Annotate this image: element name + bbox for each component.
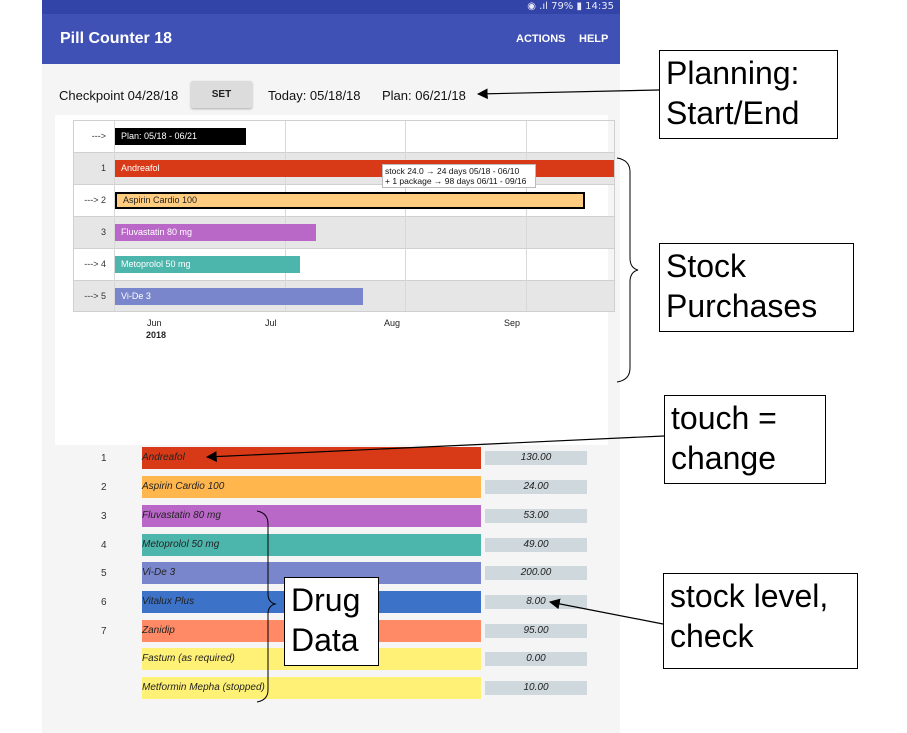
- annotation-line: touch =: [671, 400, 777, 436]
- drug-index: 1: [101, 453, 107, 464]
- stock-level-field[interactable]: 130.00: [485, 451, 587, 465]
- arrow-stock-level: [548, 598, 664, 625]
- annotation-drug-data: Drug Data: [284, 577, 379, 666]
- stock-bar-aspirin-cardio[interactable]: Aspirin Cardio 100: [115, 192, 585, 209]
- annotation-line: stock level,: [670, 578, 829, 614]
- annotation-touch-change: touch = change: [664, 395, 826, 484]
- month-label: Jul: [265, 318, 277, 328]
- month-label: Aug: [384, 318, 401, 328]
- drug-index: 6: [101, 597, 107, 608]
- actions-menu-button[interactable]: ACTIONS: [516, 33, 566, 45]
- month-label: Sep: [504, 318, 521, 328]
- today-date: Today: 05/18/18: [268, 88, 361, 103]
- drug-index: 5: [101, 568, 107, 579]
- annotation-line: Purchases: [666, 288, 818, 324]
- app-title: Pill Counter 18: [60, 30, 173, 47]
- drug-name-metformin-mepha[interactable]: Metformin Mepha (stopped): [142, 677, 481, 699]
- drug-index: 7: [101, 626, 107, 637]
- drug-index: 2: [101, 482, 107, 493]
- plan-period-bar[interactable]: Plan: 05/18 - 06/21: [115, 128, 246, 145]
- grid-line: [405, 121, 406, 311]
- year-label: 2018: [146, 330, 167, 340]
- drug-index: 4: [101, 540, 107, 551]
- row-label: 1: [100, 163, 106, 173]
- stock-level-field[interactable]: 10.00: [485, 681, 587, 695]
- brace-stock-purchases: [616, 157, 639, 383]
- arrow-touch-change: [205, 435, 665, 462]
- annotation-line: Drug: [291, 582, 361, 618]
- grid-line: [526, 121, 527, 311]
- annotation-stock-purchases: Stock Purchases: [659, 243, 854, 332]
- annotation-stock-level: stock level, check: [663, 573, 858, 669]
- stock-level-field[interactable]: 200.00: [485, 566, 587, 580]
- row-label: 3: [100, 227, 106, 237]
- stock-level-field[interactable]: 8.00: [485, 595, 587, 609]
- annotation-line: Stock: [666, 248, 747, 284]
- stock-bar-vi-de-3[interactable]: Vi-De 3: [115, 288, 363, 305]
- stock-level-field[interactable]: 0.00: [485, 652, 587, 666]
- help-button[interactable]: HELP: [579, 33, 609, 45]
- row-label: ---> 2: [84, 195, 106, 205]
- brace-drug-data: [256, 510, 277, 703]
- annotation-line: check: [670, 618, 754, 654]
- drug-index: 3: [101, 511, 107, 522]
- stock-level-field[interactable]: 53.00: [485, 509, 587, 523]
- arrow-planning: [476, 88, 660, 100]
- tooltip-line: + 1 package → 98 days 06/11 - 09/16: [385, 176, 527, 186]
- grid-line: [114, 121, 115, 311]
- timeline-row-plan: --->: [74, 121, 614, 153]
- row-label: ---> 5: [84, 291, 106, 301]
- stock-level-field[interactable]: 24.00: [485, 480, 587, 494]
- stock-level-field[interactable]: 95.00: [485, 624, 587, 638]
- drug-name-andreafol[interactable]: Andreafol: [142, 447, 481, 469]
- month-label: Jun: [147, 318, 162, 328]
- stock-tooltip: stock 24.0 → 24 days 05/18 - 06/10 + 1 p…: [382, 164, 536, 188]
- row-label: --->: [91, 131, 106, 141]
- stock-level-field[interactable]: 49.00: [485, 538, 587, 552]
- stock-timeline-panel: ---> 1 ---> 2 3 ---> 4 ---> 5: [55, 115, 615, 445]
- annotation-planning: Planning: Start/End: [659, 50, 838, 139]
- annotation-line: change: [671, 440, 776, 476]
- set-checkpoint-button[interactable]: SET: [191, 81, 252, 108]
- stock-bar-metoprolol[interactable]: Metoprolol 50 mg: [115, 256, 300, 273]
- drug-name-metoprolol[interactable]: Metoprolol 50 mg: [142, 534, 481, 556]
- drug-name-fluvastatin[interactable]: Fluvastatin 80 mg: [142, 505, 481, 527]
- annotation-line: Start/End: [666, 95, 800, 131]
- grid-line: [285, 121, 286, 311]
- status-bar: ◉ .ıl 79% ▮ 14:35: [42, 0, 620, 14]
- row-label: ---> 4: [84, 259, 106, 269]
- annotation-line: Data: [291, 622, 359, 658]
- drug-name-vi-de-3[interactable]: Vi-De 3: [142, 562, 481, 584]
- tooltip-line: stock 24.0 → 24 days 05/18 - 06/10: [385, 166, 520, 176]
- plan-end-date[interactable]: Plan: 06/21/18: [382, 88, 466, 103]
- android-app-screen: ◉ .ıl 79% ▮ 14:35 Pill Counter 18 ACTION…: [42, 0, 620, 733]
- stock-timeline-chart: ---> 1 ---> 2 3 ---> 4 ---> 5: [73, 120, 615, 312]
- stock-bar-fluvastatin[interactable]: Fluvastatin 80 mg: [115, 224, 316, 241]
- timeline-row: ---> 4: [74, 249, 614, 281]
- annotation-line: Planning:: [666, 55, 800, 91]
- drug-name-aspirin-cardio[interactable]: Aspirin Cardio 100: [142, 476, 481, 498]
- timeline-row: ---> 2: [74, 185, 614, 217]
- checkpoint-date: Checkpoint 04/28/18: [59, 88, 179, 103]
- app-bar: Pill Counter 18 ACTIONS HELP: [42, 14, 620, 64]
